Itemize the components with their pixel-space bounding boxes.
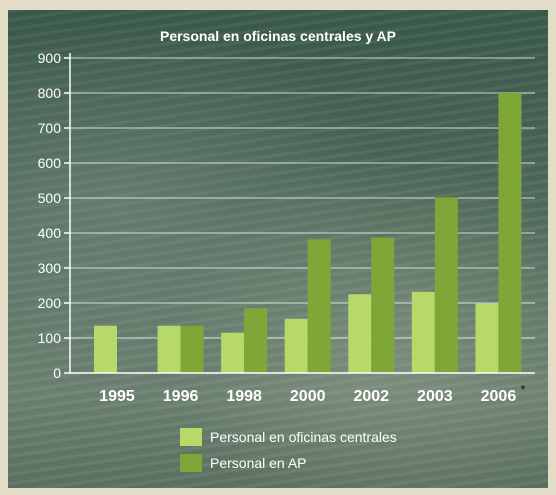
bar — [475, 303, 499, 373]
y-tick-label: 800 — [38, 85, 62, 101]
bar — [94, 325, 117, 373]
x-tick-label: 1995 — [99, 388, 135, 405]
x-tick-label: 2006 — [481, 388, 517, 405]
y-tick-label: 700 — [38, 120, 62, 136]
y-axis: 0 100 200 300 400 500 600 700 800 900 — [38, 50, 71, 381]
x-tick-label: 2000 — [290, 388, 326, 405]
footnote-mark: * — [520, 382, 525, 397]
grid-lines — [70, 57, 535, 339]
bar — [180, 325, 204, 373]
legend: Personal en oficinas centrales Personal e… — [180, 428, 397, 472]
bar — [284, 318, 308, 373]
chart-panel — [8, 10, 548, 488]
bar — [411, 291, 435, 373]
bar — [434, 197, 458, 373]
y-tick-label: 400 — [38, 225, 62, 241]
x-tick-label: 1998 — [226, 388, 262, 405]
y-tick-label: 200 — [38, 295, 62, 311]
x-tick-label: 2003 — [417, 388, 453, 405]
legend-label: Personal en oficinas centrales — [210, 429, 397, 445]
bars — [94, 93, 522, 373]
y-tick-label: 300 — [38, 260, 62, 276]
y-tick-label: 500 — [38, 190, 62, 206]
bar — [244, 308, 268, 373]
bar — [157, 325, 181, 373]
x-tick-label: 2002 — [353, 388, 389, 405]
legend-swatch — [180, 428, 202, 446]
x-tick-label: 1996 — [163, 388, 199, 405]
bar — [221, 332, 245, 373]
bar — [307, 239, 331, 373]
bar — [348, 294, 372, 373]
y-tick-label: 100 — [38, 330, 62, 346]
x-axis: 1995 1996 1998 2000 2002 2003 2006 * — [70, 372, 535, 405]
legend-label: Personal en AP — [210, 455, 307, 471]
legend-swatch — [180, 454, 202, 472]
bar — [371, 237, 395, 373]
chart-title: Personal en oficinas centrales y AP — [160, 28, 396, 44]
y-tick-label: 900 — [38, 50, 62, 66]
y-tick-label: 600 — [38, 155, 62, 171]
bar — [498, 93, 522, 373]
y-tick-label: 0 — [53, 365, 61, 381]
